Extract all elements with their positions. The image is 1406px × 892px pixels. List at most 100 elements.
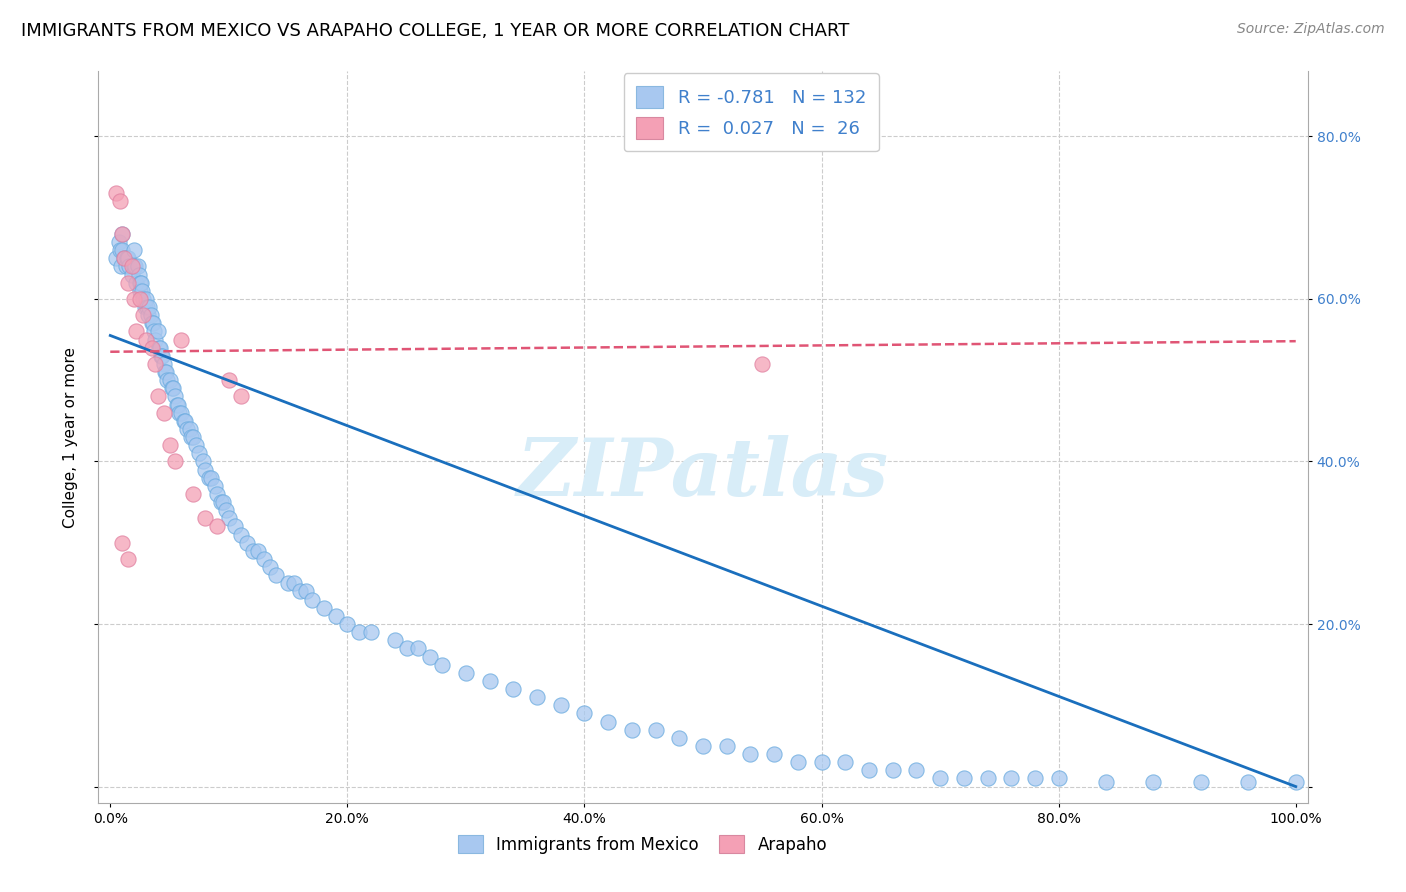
Point <box>229 527 252 541</box>
Point <box>141 316 163 330</box>
Point <box>129 284 152 298</box>
Point <box>644 723 666 737</box>
Point <box>976 772 998 786</box>
Text: IMMIGRANTS FROM MEXICO VS ARAPAHO COLLEGE, 1 YEAR OR MORE CORRELATION CHART: IMMIGRANTS FROM MEXICO VS ARAPAHO COLLEG… <box>21 22 849 40</box>
Point <box>215 503 238 517</box>
Point <box>148 341 170 355</box>
Point <box>122 243 145 257</box>
Point <box>129 276 152 290</box>
Point <box>751 357 773 371</box>
Point <box>134 300 156 314</box>
Point <box>122 292 145 306</box>
Point <box>142 316 165 330</box>
Text: Source: ZipAtlas.com: Source: ZipAtlas.com <box>1237 22 1385 37</box>
Point <box>1142 775 1164 789</box>
Point <box>277 576 299 591</box>
Point <box>209 495 232 509</box>
Point <box>117 552 139 566</box>
Point <box>179 422 201 436</box>
Point <box>194 462 217 476</box>
Point <box>170 333 193 347</box>
Point <box>135 292 157 306</box>
Point <box>181 487 204 501</box>
Point <box>139 308 162 322</box>
Point <box>834 755 856 769</box>
Point <box>620 723 643 737</box>
Point <box>141 341 163 355</box>
Point <box>288 584 311 599</box>
Point <box>111 227 134 241</box>
Y-axis label: College, 1 year or more: College, 1 year or more <box>63 347 79 527</box>
Point <box>167 406 190 420</box>
Point <box>247 544 270 558</box>
Point <box>166 398 188 412</box>
Point <box>136 308 159 322</box>
Point <box>121 268 143 282</box>
Point <box>125 325 148 339</box>
Point <box>716 739 738 753</box>
Point <box>454 665 477 680</box>
Point <box>229 389 252 403</box>
Point <box>165 389 187 403</box>
Point <box>235 535 257 549</box>
Point <box>121 260 143 274</box>
Point <box>114 252 136 266</box>
Point <box>1237 775 1260 789</box>
Point <box>152 406 174 420</box>
Point <box>111 227 134 241</box>
Point <box>136 300 159 314</box>
Point <box>143 357 166 371</box>
Point <box>312 600 335 615</box>
Point <box>149 341 172 355</box>
Point <box>858 764 880 778</box>
Point <box>122 260 145 274</box>
Point <box>184 438 207 452</box>
Point <box>384 633 406 648</box>
Point <box>166 398 188 412</box>
Point <box>810 755 832 769</box>
Point <box>204 479 226 493</box>
Point <box>1000 772 1022 786</box>
Text: ZIPatlas: ZIPatlas <box>517 435 889 512</box>
Point <box>162 381 184 395</box>
Point <box>502 681 524 696</box>
Point <box>763 747 786 761</box>
Point <box>181 430 204 444</box>
Point <box>1189 775 1212 789</box>
Point <box>1285 775 1308 789</box>
Point <box>218 373 240 387</box>
Point <box>264 568 287 582</box>
Point <box>128 268 150 282</box>
Point <box>111 243 134 257</box>
Point <box>1047 772 1070 786</box>
Point <box>336 617 359 632</box>
Point <box>395 641 418 656</box>
Point <box>174 414 197 428</box>
Point <box>143 333 166 347</box>
Point <box>408 641 430 656</box>
Point <box>432 657 454 672</box>
Point <box>138 300 160 314</box>
Point <box>295 584 318 599</box>
Point <box>152 349 174 363</box>
Point <box>114 260 136 274</box>
Point <box>159 438 181 452</box>
Point <box>218 511 240 525</box>
Point <box>301 592 323 607</box>
Point <box>283 576 305 591</box>
Point <box>117 276 139 290</box>
Point <box>131 284 153 298</box>
Point <box>786 755 808 769</box>
Point <box>105 252 128 266</box>
Point <box>224 519 246 533</box>
Point <box>105 186 128 201</box>
Point <box>150 349 173 363</box>
Point <box>668 731 690 745</box>
Point <box>212 495 235 509</box>
Point <box>146 389 169 403</box>
Point <box>197 471 219 485</box>
Point <box>173 414 195 428</box>
Point <box>115 252 138 266</box>
Point <box>191 454 214 468</box>
Point <box>882 764 904 778</box>
